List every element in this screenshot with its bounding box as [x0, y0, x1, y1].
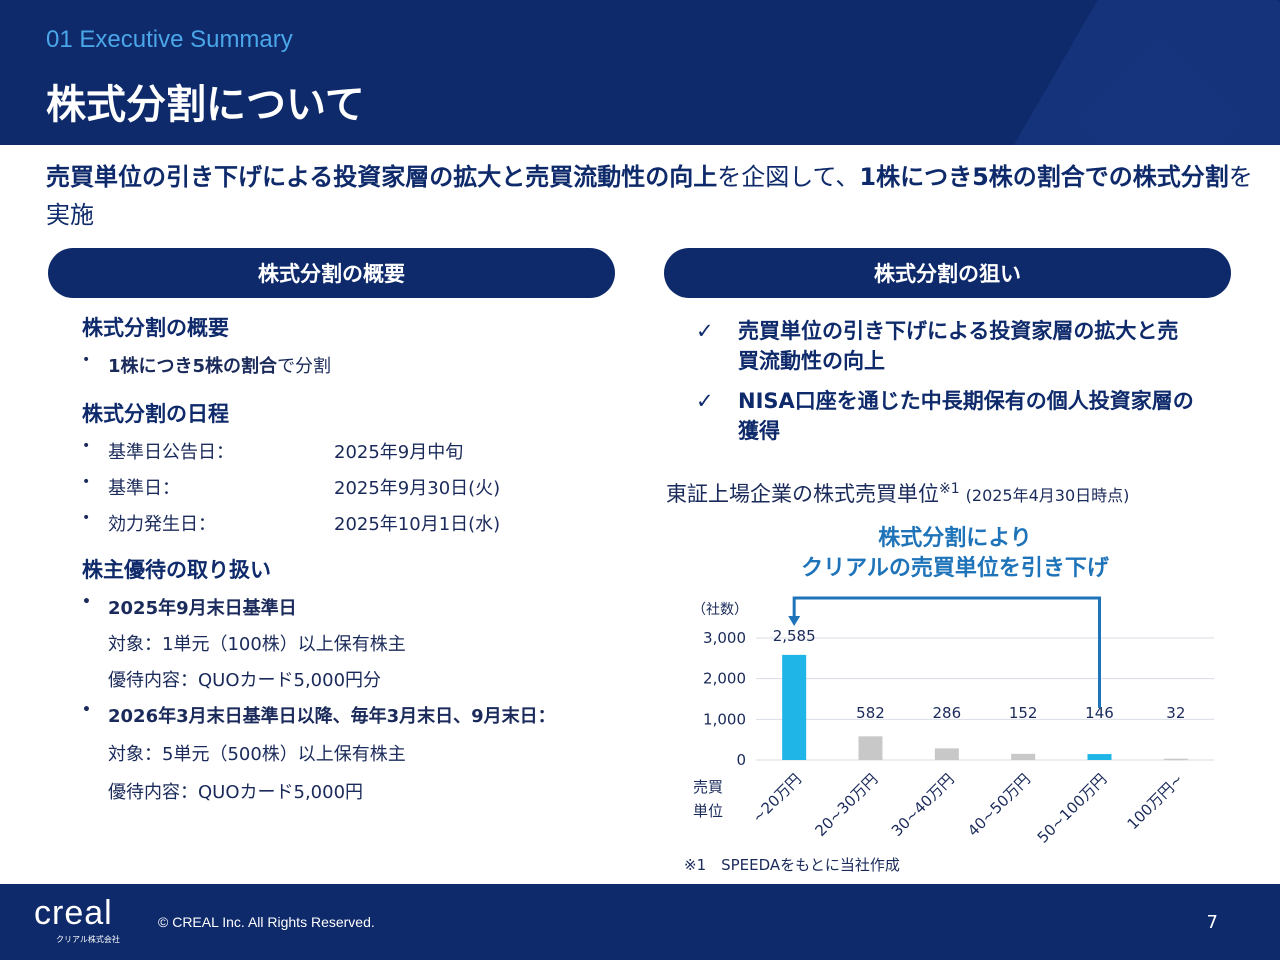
lead-text-4: を実施: [46, 163, 1253, 229]
y-tick-label: 2,000: [703, 670, 746, 688]
schedule-item: 基準日： 2025年9月30日(火): [82, 474, 602, 500]
schedule-value: 2025年9月中旬: [334, 442, 464, 463]
schedule-label: 基準日：: [108, 478, 180, 499]
y-tick-label: 3,000: [703, 629, 746, 647]
schedule-value: 2025年10月1日(水): [334, 514, 501, 535]
data-label: 2,585: [773, 627, 816, 645]
benefit1-content: 優待内容：QUOカード5,000円分: [108, 670, 382, 691]
x-tick-label: 20~30万円: [812, 770, 882, 840]
x-axis-label-line-2: 単位: [693, 802, 723, 820]
arrow-connector: [788, 596, 1101, 708]
schedule-item: 基準日公告日： 2025年9月中旬: [82, 438, 602, 464]
overview-bullet: 1株につき5株の割合で分割: [82, 352, 602, 378]
benefit1-target: 対象：1単元（100株）以上保有株主: [108, 634, 406, 655]
creal-logo: creal: [34, 894, 113, 932]
aim-pill: 株式分割の狙い: [664, 248, 1231, 298]
y-axis-label: （社数）: [692, 602, 748, 618]
logo-subtext: クリアル株式会社: [56, 935, 120, 944]
bar: [1087, 754, 1112, 760]
data-labels: 2,585 582 286 152 146 32: [773, 627, 1186, 722]
footnote: ※1 SPEEDAをもとに当社作成: [684, 856, 900, 874]
x-tick-label: ~20万円: [749, 770, 805, 826]
x-axis-label-line-1: 売買: [693, 778, 723, 796]
footer-bar: [0, 884, 1280, 960]
lead-bold-1: 売買単位の引き下げによる投資家層の拡大と売買流動性の向上: [46, 163, 718, 191]
y-tick-label: 0: [736, 751, 746, 769]
aim-item: ✓ 売買単位の引き下げによる投資家層の拡大と売買流動性の向上: [696, 316, 1198, 376]
x-tick-labels: ~20万円 20~30万円 30~40万円 40~50万円 50~100万円 100万円~: [749, 770, 1187, 847]
schedule-label: 基準日公告日：: [108, 442, 234, 463]
page-title: 株式分割について: [46, 82, 365, 128]
x-tick-label: 30~40万円: [888, 770, 958, 840]
chart-title: 東証上場企業の株式売買単位※1 (2025年4月30日時点): [666, 478, 1129, 508]
y-tick-label: 1,000: [703, 710, 746, 728]
bar: [1163, 758, 1188, 761]
data-label: 152: [1009, 704, 1038, 722]
data-label: 582: [856, 704, 885, 722]
benefit1-title: 2025年9月末日基準日: [82, 594, 602, 620]
bar-chart: 0 1,000 2,000 3,000 2,585 582 286 152 146 32 ~20…: [692, 596, 1214, 847]
overview-panel: 株式分割の概要 1株につき5株の割合で分割 株式分割の日程 基準日公告日： 20…: [82, 312, 602, 804]
lead-bold-3: 1株につき5株の割合での株式分割: [859, 163, 1229, 191]
copyright-text: © CREAL Inc. All Rights Reserved.: [158, 914, 375, 930]
data-label: 146: [1085, 704, 1114, 722]
aims-panel: ✓ 売買単位の引き下げによる投資家層の拡大と売買流動性の向上 ✓ NISA口座を…: [696, 316, 1216, 446]
aim-item: ✓ NISA口座を通じた中長期保有の個人投資家層の獲得: [696, 386, 1198, 446]
overview-bullet-text: で分割: [277, 356, 332, 377]
x-tick-label: 50~100万円: [1034, 770, 1111, 847]
annotation-line-1: 株式分割により: [878, 526, 1032, 551]
check-icon: ✓: [696, 319, 714, 343]
data-label: 32: [1166, 704, 1185, 722]
lead-text-2: を企図して、: [717, 163, 860, 191]
bar: [1011, 753, 1036, 760]
x-tick-label: 100万円~: [1124, 770, 1187, 833]
benefit-heading: 株主優待の取り扱い: [82, 558, 271, 582]
data-label: 286: [933, 704, 962, 722]
schedule-heading: 株式分割の日程: [82, 402, 229, 426]
arrow-head: [788, 616, 801, 626]
schedule-item: 効力発生日： 2025年10月1日(水): [82, 510, 602, 536]
bar: [782, 654, 807, 760]
chart-grid: [756, 637, 1214, 761]
header-banner: [0, 0, 1280, 145]
aim-text: NISA口座を通じた中長期保有の個人投資家層の獲得: [738, 389, 1194, 443]
schedule-label: 効力発生日：: [108, 514, 216, 535]
chart-asof: (2025年4月30日時点): [965, 486, 1130, 505]
schedule-value: 2025年9月30日(火): [334, 478, 501, 499]
page-number: 7: [1206, 912, 1218, 933]
arrow-line: [792, 596, 1101, 708]
chart-title-note: ※1: [939, 481, 960, 497]
chart-annotation: 株式分割により クリアルの売買単位を引き下げ: [760, 524, 1150, 584]
benefit2-target: 対象：5単元（500株）以上保有株主: [108, 744, 406, 765]
overview-pill: 株式分割の概要: [48, 248, 615, 298]
bar: [934, 748, 959, 760]
chart-title-text: 東証上場企業の株式売買単位: [666, 482, 939, 506]
bar: [858, 736, 883, 760]
chart-bars: [782, 654, 1188, 761]
section-label: 01 Executive Summary: [46, 26, 293, 53]
benefit2-content: 優待内容：QUOカード5,000円: [108, 782, 364, 803]
check-icon: ✓: [696, 389, 714, 413]
benefit2-title: 2026年3月末日基準日以降、毎年3月末日、9月末日：: [82, 702, 578, 728]
annotation-line-2: クリアルの売買単位を引き下げ: [801, 556, 1109, 581]
x-tick-label: 40~50万円: [964, 770, 1034, 840]
overview-heading: 株式分割の概要: [82, 316, 229, 340]
lead-statement: 売買単位の引き下げによる投資家層の拡大と売買流動性の向上を企図して、1株につき5…: [46, 158, 1256, 234]
overview-bullet-bold: 1株につき5株の割合: [108, 356, 278, 377]
y-tick-labels: 0 1,000 2,000 3,000: [703, 629, 746, 769]
aim-text: 売買単位の引き下げによる投資家層の拡大と売買流動性の向上: [738, 319, 1179, 373]
